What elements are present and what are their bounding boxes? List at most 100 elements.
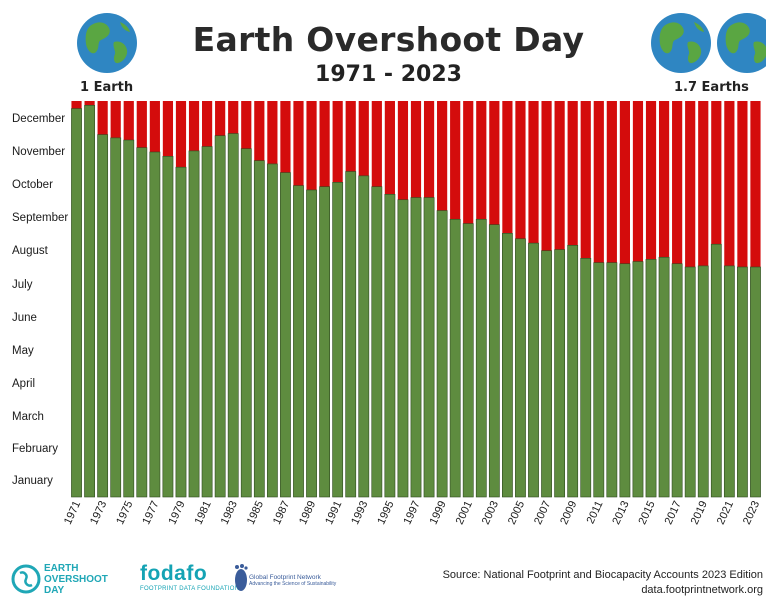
bar-overshoot-1989	[306, 189, 317, 498]
bar-remaining-2004	[502, 101, 513, 234]
source-line-1: Source: National Footprint and Biocapaci…	[442, 569, 763, 581]
bar-remaining-2020	[711, 101, 722, 245]
one-earth-label: 1 Earth	[80, 80, 134, 95]
x-tick-label: 1987	[271, 499, 292, 526]
x-tick-label: 2021	[715, 499, 736, 526]
earth-overshoot-day-logo-icon	[11, 564, 41, 594]
x-tick-label: 1979	[166, 499, 187, 526]
bar-overshoot-1992	[345, 171, 357, 498]
bar-remaining-1997	[410, 101, 422, 198]
bar-remaining-2002	[476, 101, 487, 220]
bar-remaining-1986	[267, 101, 278, 164]
y-tick-label: December	[12, 113, 65, 125]
x-tick-label: 2013	[610, 499, 631, 526]
bar-remaining-2017	[672, 101, 683, 264]
x-tick-label: 2011	[585, 499, 606, 526]
bar-remaining-2016	[658, 101, 670, 258]
bar-remaining-2012	[606, 101, 617, 263]
x-tick-label: 1997	[401, 499, 422, 526]
bar-remaining-1985	[254, 101, 265, 161]
bar-remaining-2015	[645, 101, 657, 260]
gfn-line-2: Advancing the Science of Sustainability	[249, 581, 337, 587]
bar-remaining-1979	[175, 101, 187, 168]
overshoot-bar-chart: January February March April May June July Augu…	[12, 101, 762, 526]
bar-overshoot-2009	[567, 244, 579, 498]
bar-overshoot-1979	[175, 166, 187, 498]
bar-remaining-1978	[162, 101, 174, 157]
bar-overshoot-1995	[384, 194, 396, 498]
bar-remaining-2003	[489, 101, 500, 225]
globe-right-2-icon	[717, 13, 766, 73]
fodafo-logo-subtitle: FOOTPRINT DATA FOUNDATION	[140, 586, 240, 592]
bar-overshoot-2002	[475, 218, 487, 498]
bar-overshoot-2006	[528, 242, 539, 498]
bar-remaining-2023	[750, 101, 761, 267]
globe-left-icon	[77, 13, 137, 73]
bar-overshoot-1994	[371, 186, 383, 498]
bar-remaining-2007	[541, 101, 552, 251]
x-tick-label: 2017	[663, 499, 684, 526]
bar-overshoot-2000	[449, 218, 461, 498]
x-tick-label: 1999	[428, 499, 449, 526]
bars-group	[71, 101, 761, 498]
bar-overshoot-2013	[619, 263, 631, 498]
bar-remaining-1999	[437, 101, 448, 211]
bar-remaining-1980	[188, 101, 200, 151]
bar-overshoot-1984	[240, 148, 252, 498]
bar-remaining-2022	[737, 101, 748, 267]
bar-overshoot-1988	[293, 185, 304, 498]
x-tick-label: 2007	[532, 499, 553, 526]
bar-remaining-1987	[280, 101, 291, 173]
bar-overshoot-2001	[462, 223, 474, 498]
earth-overshoot-day-logo-text: EARTH OVERSHOOT DAY	[44, 563, 108, 596]
bar-overshoot-2023	[750, 266, 761, 498]
x-tick-label: 1995	[375, 499, 396, 526]
bar-remaining-2021	[724, 101, 735, 266]
x-axis-labels: 1971 1973 1975 1977 1979 1981 1983 1985 1987 1989…	[62, 499, 762, 526]
bar-remaining-1988	[293, 101, 304, 186]
y-tick-label: May	[12, 345, 34, 357]
bar-remaining-1973	[97, 101, 108, 135]
source-citation: Source: National Footprint and Biocapaci…	[443, 568, 763, 598]
x-tick-label: 1993	[349, 499, 370, 526]
x-tick-label: 1983	[219, 499, 240, 526]
y-axis-labels: January February March April May June July Augu…	[12, 113, 68, 487]
gfn-line-1: Global Footprint Network	[249, 574, 321, 581]
y-tick-label: March	[12, 411, 44, 423]
bar-remaining-1994	[371, 101, 382, 187]
x-tick-label: 2009	[558, 499, 579, 526]
eod-line-2: OVERSHOOT	[44, 574, 108, 585]
bar-overshoot-2022	[737, 266, 748, 498]
x-tick-label: 1989	[297, 499, 318, 526]
y-tick-label: November	[12, 146, 65, 158]
x-tick-label: 2015	[637, 499, 658, 526]
x-tick-label: 1991	[323, 499, 344, 526]
bar-remaining-1976	[136, 101, 147, 148]
bar-overshoot-1978	[162, 156, 174, 498]
bar-overshoot-1974	[110, 137, 122, 498]
bar-overshoot-1993	[358, 175, 370, 498]
bar-remaining-2010	[580, 101, 591, 259]
bar-remaining-1981	[202, 101, 213, 147]
bar-overshoot-1972	[84, 105, 95, 498]
bar-overshoot-1986	[266, 163, 278, 498]
y-tick-label: January	[12, 475, 53, 487]
bar-overshoot-2015	[645, 259, 657, 498]
globe-right-1-icon	[651, 13, 711, 73]
bar-overshoot-1998	[423, 197, 435, 498]
y-tick-label: April	[12, 378, 35, 390]
x-tick-label: 2019	[689, 499, 710, 526]
x-tick-label: 1975	[114, 499, 135, 526]
bar-overshoot-1977	[149, 151, 161, 498]
bar-remaining-1995	[384, 101, 395, 195]
bar-remaining-1996	[397, 101, 409, 200]
earths-1-7-label: 1.7 Earths	[674, 80, 749, 95]
bar-remaining-1977	[149, 101, 160, 152]
bar-overshoot-1975	[123, 139, 135, 498]
x-tick-label: 2003	[480, 499, 501, 526]
bar-remaining-1972	[84, 101, 95, 106]
x-tick-label: 2001	[454, 499, 475, 526]
bar-overshoot-2018	[684, 266, 696, 498]
chart-title: Earth Overshoot Day	[192, 20, 585, 59]
x-tick-label: 1973	[88, 499, 109, 526]
